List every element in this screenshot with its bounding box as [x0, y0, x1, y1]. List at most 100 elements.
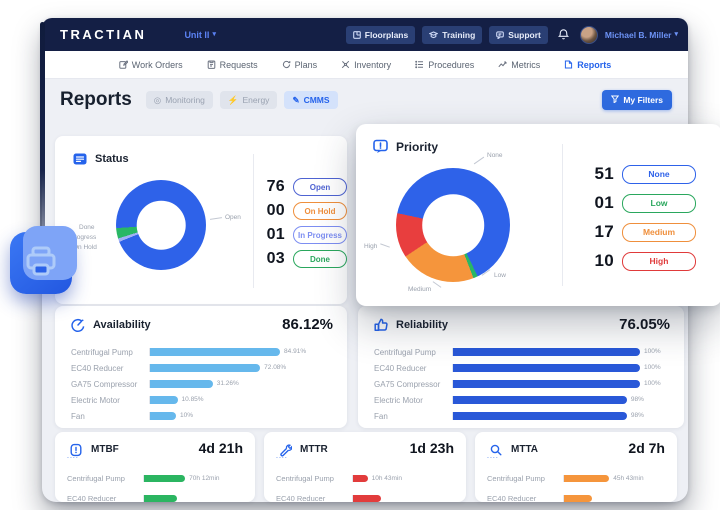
tab-work-orders[interactable]: Work Orders — [119, 60, 183, 70]
bar-label: Centrifugal Pump — [71, 347, 133, 357]
mtbf-title: MTBF — [91, 444, 119, 455]
status-title: Status — [95, 152, 129, 165]
app-window: TRACTIAN Unit II ▾ Floorplans Training — [42, 18, 720, 503]
tab-label: Plans — [294, 59, 318, 70]
tab-plans[interactable]: Plans — [282, 59, 318, 70]
priority-low-pill: Low — [622, 193, 696, 213]
page-title: Reports — [60, 89, 132, 110]
divider — [562, 144, 563, 286]
bar-fill: 84.91% — [150, 348, 306, 356]
legend-row-in-progress: 01 In Progress — [261, 226, 347, 244]
status-callout-done: Done — [79, 224, 95, 231]
priority-none-count: 51 — [594, 164, 614, 183]
status-callout-open: Open — [225, 214, 241, 221]
status-in-progress-count: 01 — [266, 226, 285, 243]
mttr-card: MTTR .... 1d 23h Centrifugal Pump 10h 43… — [264, 432, 466, 502]
my-filters-button[interactable]: My Filters — [602, 90, 672, 110]
support-button[interactable]: Support — [489, 25, 548, 44]
priority-medium-count: 17 — [594, 222, 614, 241]
legend-row-open: 76 Open — [261, 178, 347, 196]
tab-label: Inventory — [354, 59, 392, 70]
status-on-hold-pill: On Hold — [293, 202, 347, 220]
legend-row-none: 51 None — [588, 164, 696, 184]
legend-row-high: 10 High — [588, 251, 696, 271]
bar-label: Fan — [71, 411, 85, 421]
bar-row: Centrifugal Pump 100% — [358, 344, 684, 360]
priority-callout-low: Low — [494, 272, 506, 279]
status-on-hold-count: 00 — [266, 202, 285, 219]
user-menu[interactable]: Michael B. Miller ▾ — [605, 30, 678, 40]
bar-label: EC40 Reducer — [487, 493, 537, 503]
unit-switcher[interactable]: Unit II ▾ — [184, 30, 216, 40]
callout-line — [209, 217, 223, 220]
training-button[interactable]: Training — [422, 25, 483, 44]
bar-row: Fan 10% — [55, 408, 347, 424]
bar-value: 84.91% — [284, 348, 307, 355]
support-icon — [496, 30, 505, 39]
legend-row-low: 01 Low — [588, 193, 696, 213]
bar-fill — [564, 494, 592, 502]
tab-reports[interactable]: Reports — [564, 60, 611, 70]
priority-callout-medium: Medium — [408, 286, 432, 293]
chip-energy[interactable]: ⚡ Energy — [219, 91, 278, 109]
window-left-shadow — [40, 22, 45, 292]
bar-fill: 98% — [453, 396, 644, 404]
bar-track — [143, 494, 215, 502]
status-report-icon — [71, 150, 88, 167]
callout-line — [380, 243, 390, 248]
bar-fill: 70h 12min — [144, 474, 220, 482]
bar-row: EC40 Reducer 100% — [358, 360, 684, 376]
chevron-down-icon: ▾ — [674, 31, 678, 38]
bar-value: 10h 43min — [371, 474, 402, 482]
brand-logo: TRACTIAN — [60, 27, 147, 42]
bar-value: 100% — [644, 380, 661, 387]
training-label: Training — [442, 29, 476, 40]
mtbf-shield-icon — [67, 441, 84, 458]
bar-fill: 31.26% — [150, 380, 239, 388]
bar-row: Centrifugal Pump 45h 43min — [475, 468, 677, 488]
status-done-count: 03 — [266, 250, 285, 267]
training-icon — [429, 30, 439, 39]
tab-label: Procedures — [428, 59, 475, 70]
page-header: Reports ◎ Monitoring ⚡ Energy ✎ CMMS My … — [42, 78, 688, 122]
chip-monitoring[interactable]: ◎ Monitoring — [145, 91, 213, 109]
notifications-bell-icon[interactable] — [557, 28, 571, 42]
print-report-button[interactable] — [10, 226, 77, 294]
bar-row: Centrifugal Pump 84.91% — [55, 344, 347, 360]
bar-fill: 10h 43min — [353, 474, 402, 482]
tab-label: Work Orders — [131, 59, 183, 70]
priority-low-count: 01 — [594, 193, 614, 212]
priority-callout-high: High — [364, 243, 378, 250]
bar-row: EC40 Reducer — [475, 488, 677, 502]
tab-metrics[interactable]: Metrics — [498, 60, 540, 70]
mtta-bars: Centrifugal Pump 45h 43min EC40 Reducer — [475, 468, 677, 503]
priority-callout-none: None — [487, 152, 503, 159]
bar-fill: 100% — [453, 364, 661, 372]
bar-fill — [353, 494, 381, 502]
reliability-thumbs-up-icon — [372, 316, 389, 333]
floorplans-button[interactable]: Floorplans — [345, 25, 416, 44]
tab-procedures[interactable]: Procedures — [415, 60, 474, 70]
chip-cmms[interactable]: ✎ CMMS — [284, 91, 338, 109]
bar-row: Fan 98% — [358, 408, 684, 424]
bar-row: GA75 Compressor 100% — [358, 376, 684, 392]
status-legend: 76 Open 00 On Hold 01 In Progress 03 Don… — [261, 178, 347, 268]
bar-fill: 10% — [150, 412, 193, 420]
mttr-bars: Centrifugal Pump 10h 43min EC40 Reducer — [264, 468, 466, 503]
bar-row: Centrifugal Pump 10h 43min — [264, 468, 466, 488]
pencil-icon: ✎ — [292, 94, 300, 105]
my-filters-label: My Filters — [623, 95, 663, 105]
user-avatar[interactable] — [579, 25, 598, 44]
availability-card: Availability 86.12% Centrifugal Pump 84.… — [55, 306, 347, 428]
tab-requests[interactable]: Requests — [207, 60, 258, 70]
floorplans-icon — [352, 30, 361, 39]
chip-label: CMMS — [303, 95, 330, 105]
bar-label: EC40 Reducer — [374, 363, 427, 373]
reliability-bars: Centrifugal Pump 100% EC40 Reducer 100% … — [358, 344, 684, 424]
tab-inventory[interactable]: Inventory — [341, 60, 391, 70]
dots-decoration: .... — [487, 453, 499, 460]
bar-row: EC40 Reducer — [55, 488, 255, 502]
bar-track: 10.85% — [149, 396, 303, 404]
bar-track: 10% — [149, 412, 303, 420]
mtta-search-icon — [487, 441, 504, 458]
